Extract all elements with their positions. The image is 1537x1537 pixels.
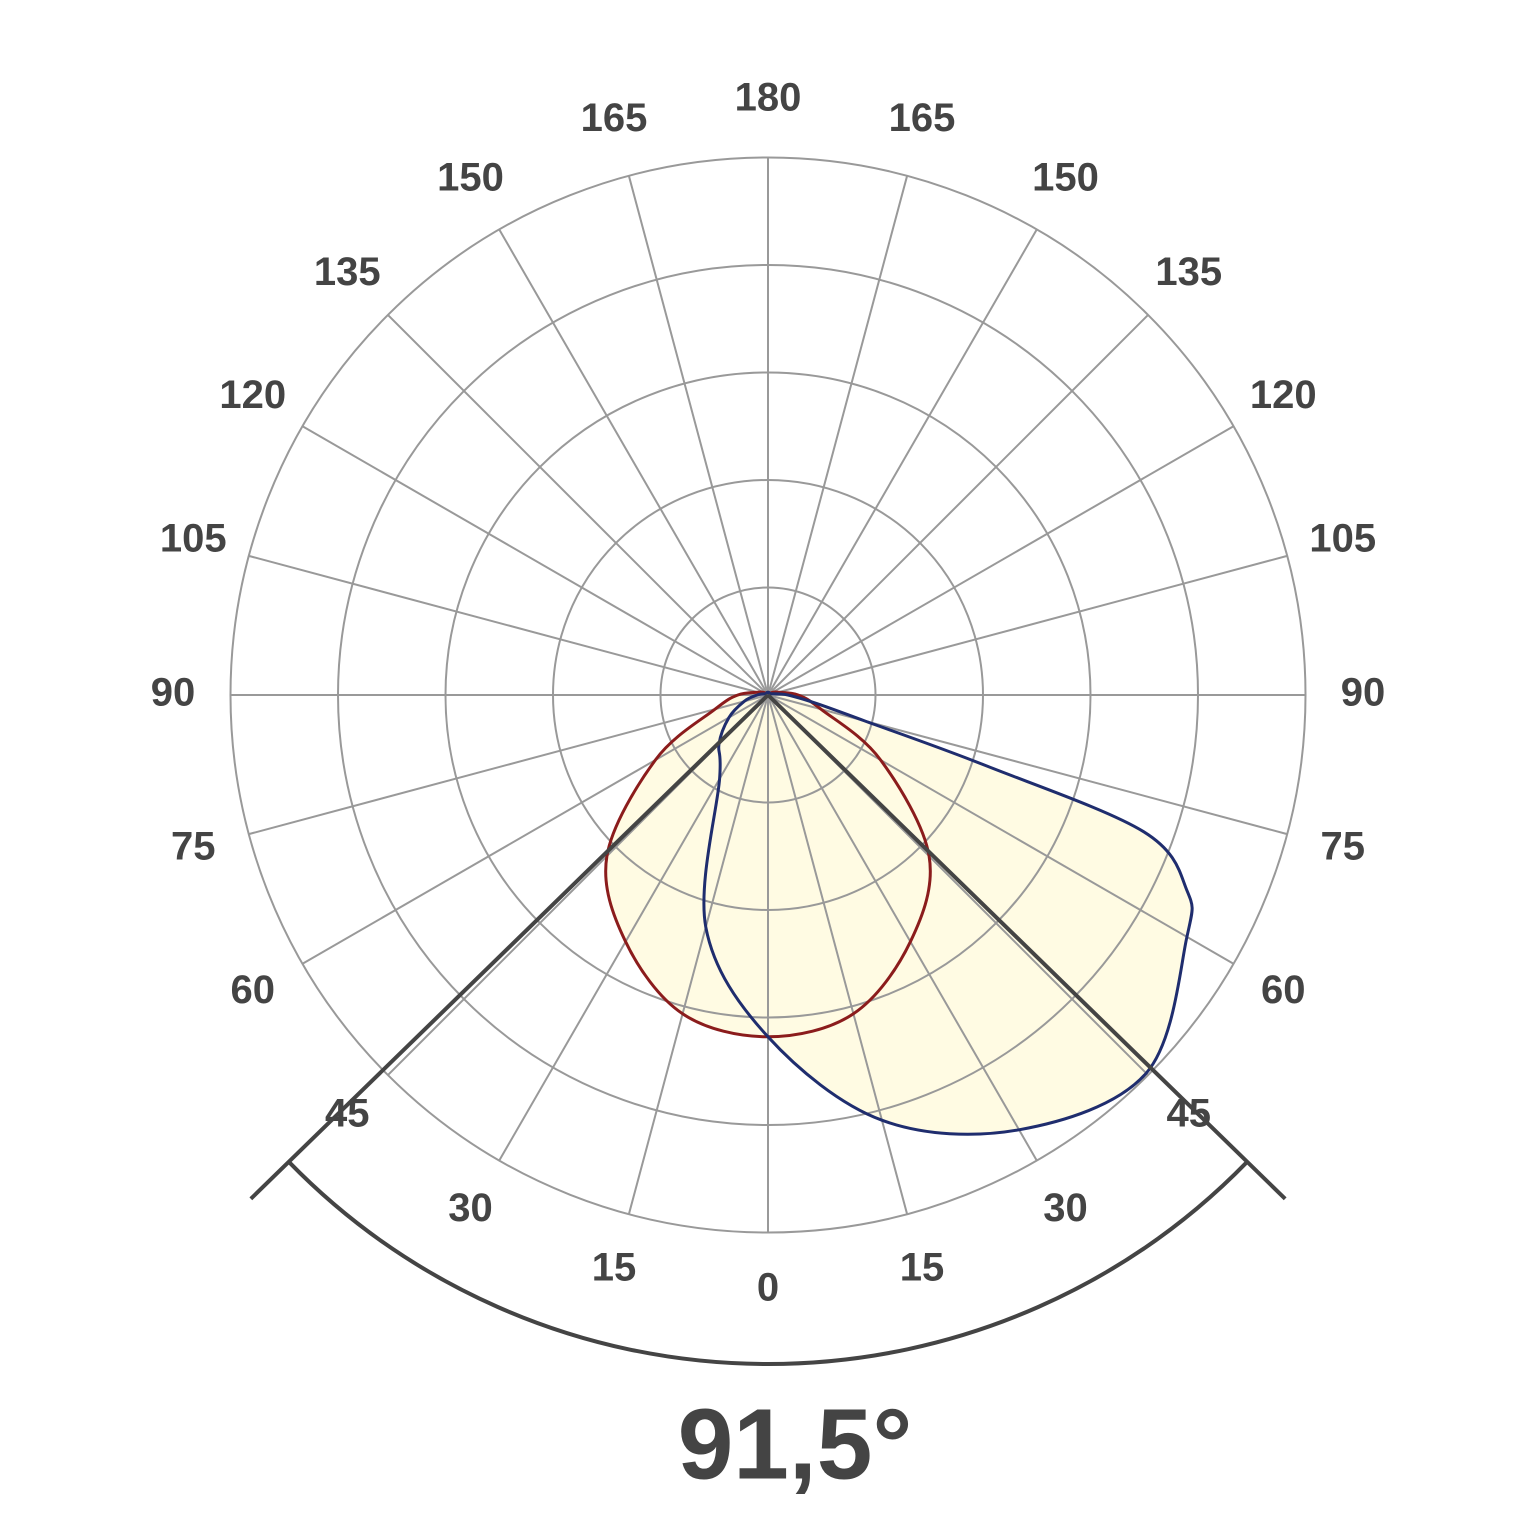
theta-tick-label: 0 — [757, 1266, 779, 1310]
theta-tick-label: 75 — [1320, 825, 1365, 869]
grid-spoke — [498, 694, 769, 1161]
theta-tick-label: 105 — [1309, 517, 1376, 561]
theta-tick-label: 105 — [160, 517, 227, 561]
theta-tick-label: 45 — [325, 1091, 370, 1135]
theta-tick-label: 150 — [437, 155, 504, 199]
grid-spoke — [498, 229, 769, 696]
theta-tick-label: 120 — [1250, 373, 1317, 417]
beam-arc — [287, 1160, 1249, 1366]
grid-spoke — [627, 694, 769, 1215]
curves — [249, 690, 1287, 1366]
grid-spoke — [767, 425, 1234, 696]
theta-tick-label: 60 — [1261, 968, 1306, 1012]
grid-spoke — [302, 425, 769, 696]
grid-spoke — [302, 694, 769, 965]
grid-spoke — [248, 554, 769, 696]
theta-tick-label: 90 — [1341, 671, 1386, 715]
theta-tick-label: 165 — [889, 96, 956, 140]
theta-tick-label: 120 — [219, 373, 286, 417]
beam-edge — [766, 693, 1287, 1201]
theta-tick-label: 135 — [314, 250, 381, 294]
theta-tick-label: 30 — [1043, 1186, 1088, 1230]
theta-tick-label: 75 — [171, 825, 216, 869]
grid-spoke — [767, 229, 1038, 696]
theta-tick-label: 15 — [900, 1245, 945, 1289]
curve-fill — [703, 692, 1193, 1135]
theta-tick-label: 15 — [592, 1245, 637, 1289]
beam-edge — [249, 693, 770, 1201]
fills — [605, 692, 1193, 1135]
theta-tick-label: 90 — [151, 671, 196, 715]
grid-spoke — [248, 694, 769, 836]
theta-tick-label: 165 — [581, 96, 648, 140]
theta-tick-label: 135 — [1155, 250, 1222, 294]
theta-tick-label: 30 — [448, 1186, 493, 1230]
theta-tick-label: 60 — [230, 968, 275, 1012]
grid-spoke — [767, 314, 1149, 696]
theta-tick-label: 45 — [1166, 1091, 1211, 1135]
grid-spoke — [767, 554, 1288, 696]
grid-spoke — [767, 694, 909, 1215]
beam-angle-label: 91,5° — [678, 1388, 913, 1500]
theta-tick-label: 180 — [735, 76, 802, 120]
grid-spoke — [767, 175, 909, 696]
labels: 0 15 30 45 60 75 90 105 120 135 150 165 180 165 150 135… — [151, 76, 1386, 1310]
grid-spoke — [767, 694, 1234, 965]
grid-spoke — [387, 314, 769, 696]
grid-spoke — [627, 175, 769, 696]
theta-tick-label: 150 — [1032, 155, 1099, 199]
grid-spoke — [767, 694, 1038, 1161]
curve-line — [702, 690, 1194, 1136]
